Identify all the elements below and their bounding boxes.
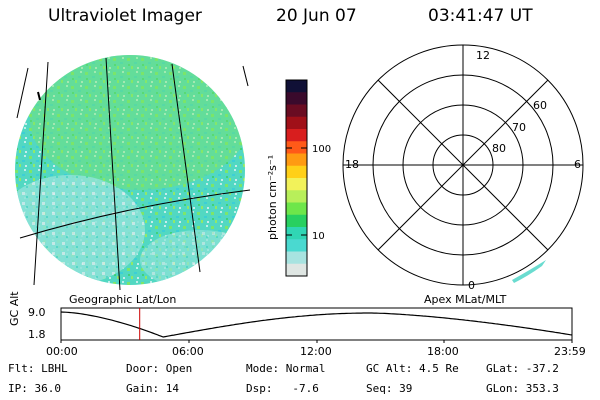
- time-tick-1200: 12:00: [300, 345, 332, 358]
- colorbar-segment: [286, 104, 307, 118]
- colorbar-segment: [286, 141, 307, 154]
- apex-label: Apex MLat/MLT: [424, 293, 507, 306]
- colorbar-segment: [286, 92, 307, 105]
- polar-aurora-patch: [512, 260, 546, 283]
- status-flt: Flt: LBHL: [8, 362, 68, 375]
- altitude-curve: [60, 311, 573, 338]
- lat-label-80: 80: [492, 142, 506, 155]
- lat-label-60: 60: [533, 99, 547, 112]
- colorbar-segment: [286, 129, 307, 142]
- time-tick-0600: 06:00: [172, 345, 204, 358]
- altitude-plot-frame: [60, 307, 573, 343]
- colorbar-segment: [286, 80, 307, 93]
- date-label: 20 Jun 07: [276, 6, 357, 26]
- colorbar-frame: [285, 79, 308, 277]
- status-gc-alt: GC Alt: 4.5 Re: [366, 362, 459, 375]
- status-glat: GLat: -37.2: [486, 362, 559, 375]
- mlt-label-0: 0: [468, 279, 475, 292]
- status-door: Door: Open: [126, 362, 193, 375]
- colorbar: [285, 79, 308, 277]
- altitude-tick-min: 1.8: [28, 328, 46, 341]
- colorbar-segment: [286, 263, 307, 277]
- colorbar-segment: [286, 153, 307, 167]
- colorbar-tick-10: 10: [312, 231, 325, 242]
- time-label: 03:41:47 UT: [428, 6, 533, 26]
- colorbar-segment: [286, 165, 307, 179]
- colorbar-segment: [286, 239, 307, 252]
- mlt-label-12: 12: [476, 49, 490, 62]
- colorbar-segment: [286, 190, 307, 203]
- geographic-grid: [16, 57, 251, 291]
- status-mode: Mode: Normal: [246, 362, 326, 375]
- colorbar-segment: [286, 251, 307, 265]
- mlt-label-6: 6: [574, 158, 581, 171]
- time-tick-1800: 18:00: [427, 345, 459, 358]
- time-tick-2359: 23:59: [554, 345, 586, 358]
- status-dsp: Dsp: -7.6: [246, 382, 319, 395]
- time-tick-0000: 00:00: [46, 345, 78, 358]
- altitude-axis-label: GC Alt: [8, 291, 21, 326]
- colorbar-tick-100: 100: [312, 144, 331, 155]
- colorbar-segment: [286, 178, 307, 191]
- altitude-tick-max: 9.0: [28, 306, 46, 319]
- colorbar-segment: [286, 214, 307, 228]
- instrument-title: Ultraviolet Imager: [48, 6, 202, 26]
- colorbar-segment: [286, 227, 307, 240]
- status-ip: IP: 36.0: [8, 382, 61, 395]
- polar-dial: [342, 44, 584, 286]
- colorbar-unit-label: photon cm⁻²s⁻¹: [266, 155, 279, 240]
- uv-image-disk: [15, 55, 245, 285]
- mlt-label-18: 18: [345, 158, 359, 171]
- status-glon: GLon: 353.3: [486, 382, 559, 395]
- colorbar-ticks: [286, 147, 307, 236]
- status-seq: Seq: 39: [366, 382, 413, 395]
- colorbar-segment: [286, 116, 307, 130]
- status-gain: Gain: 14: [126, 382, 179, 395]
- geographic-label: Geographic Lat/Lon: [69, 293, 177, 306]
- colorbar-segment: [286, 202, 307, 216]
- lat-label-70: 70: [512, 121, 526, 134]
